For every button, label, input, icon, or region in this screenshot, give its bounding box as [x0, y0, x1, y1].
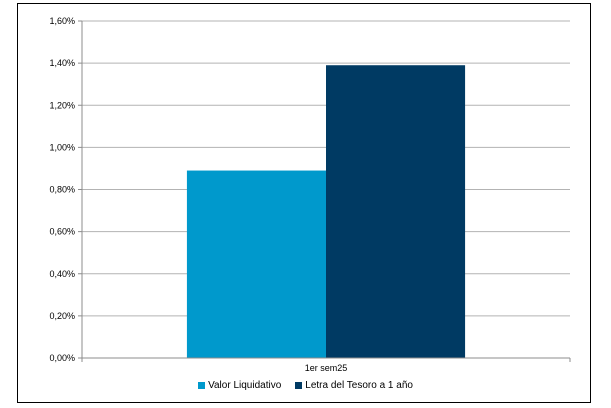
y-tick-label: 1,40%	[49, 58, 75, 68]
y-axis: 0,00% 0,20% 0,40% 0,60% 0,80% 1,00% 1,20% 1,40%…	[49, 16, 83, 363]
y-tick-label: 0,40%	[49, 269, 75, 279]
legend-item-valor-liquidativo: Valor Liquidativo	[198, 380, 281, 391]
y-tick-label: 0,20%	[49, 311, 75, 321]
legend-swatch	[295, 382, 303, 389]
bars	[186, 65, 466, 358]
legend-label: Valor Liquidativo	[208, 380, 282, 391]
y-tick-label: 1,00%	[49, 142, 75, 152]
bar-valor-liquidativo	[186, 170, 326, 358]
y-tick-label: 0,00%	[49, 353, 75, 363]
legend-label: Letra del Tesoro a 1 año	[305, 380, 413, 391]
legend-swatch	[198, 382, 206, 389]
y-tick-label: 0,60%	[49, 227, 75, 237]
bar-letra-del-tesoro-a-1-a-o	[326, 65, 466, 358]
y-tick-label: 0,80%	[49, 185, 75, 195]
legend-item-letra-del-tesoro: Letra del Tesoro a 1 año	[295, 380, 413, 391]
y-tick-label: 1,20%	[49, 100, 75, 110]
x-tick-label: 1er sem25	[305, 363, 348, 373]
y-tick-label: 1,60%	[49, 16, 75, 26]
legend: Valor Liquidativo Letra del Tesoro a 1 a…	[0, 380, 611, 391]
x-axis: 1er sem25	[81, 357, 571, 373]
